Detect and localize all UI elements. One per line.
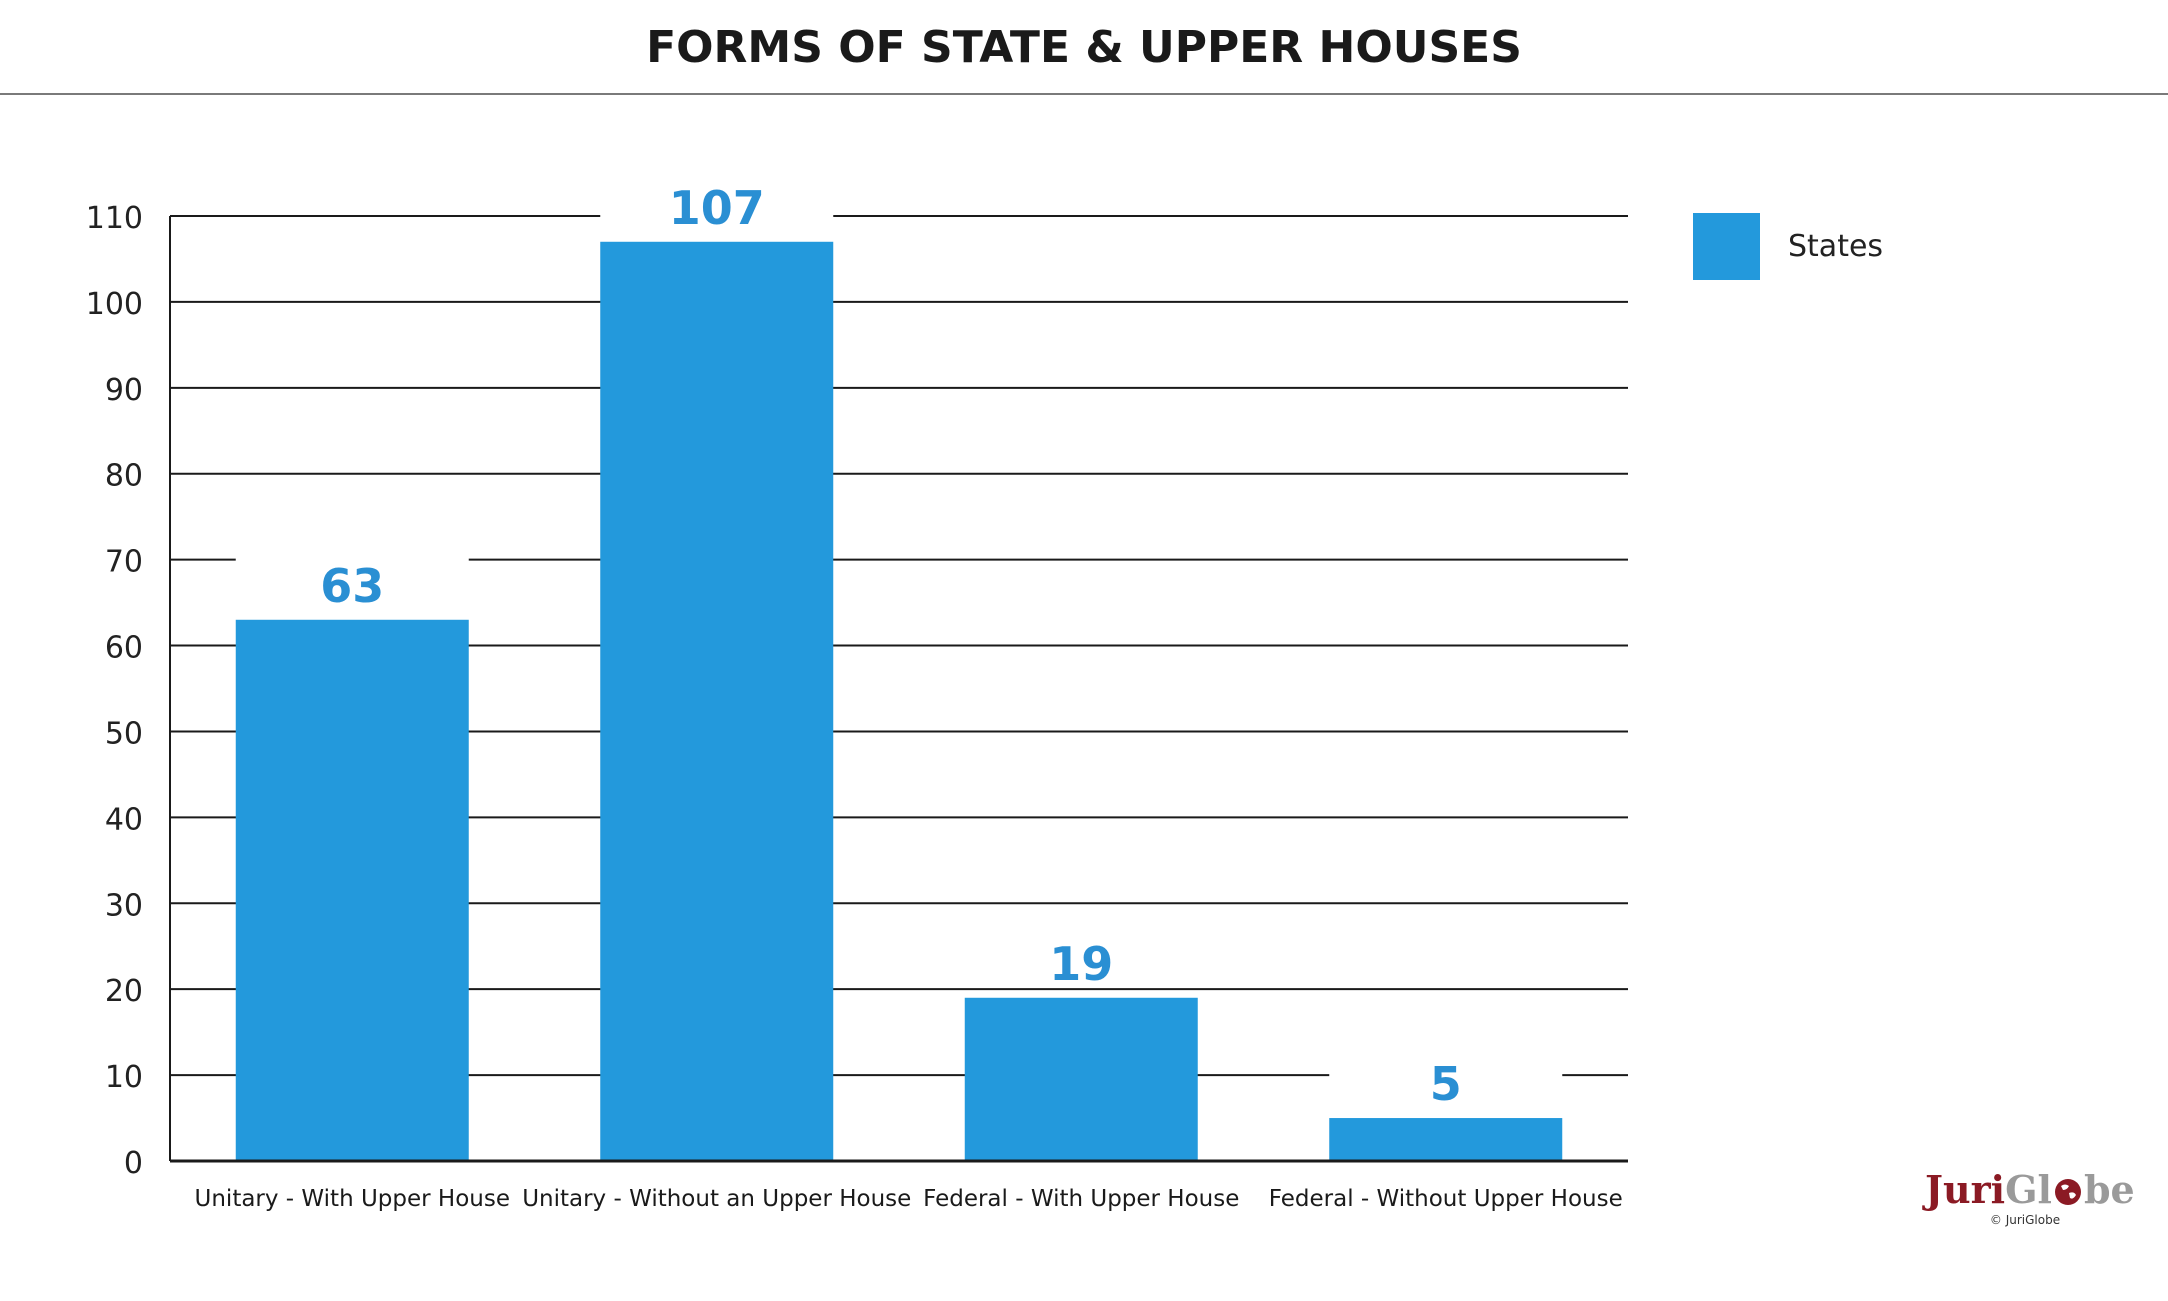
legend: States xyxy=(1693,213,1883,280)
y-tick-label-60: 60 xyxy=(105,631,143,666)
data-label-0: 63 xyxy=(320,559,384,613)
legend-label-states: States xyxy=(1788,229,1884,264)
logo-text-gl: Gl xyxy=(2005,1167,2052,1212)
bar-1 xyxy=(600,241,834,1162)
globe-icon xyxy=(2054,1178,2081,1205)
x-category-label-0: Unitary - With Upper House xyxy=(195,1186,510,1212)
y-tick-label-70: 70 xyxy=(105,545,143,580)
bar-2 xyxy=(964,997,1198,1161)
y-tick-label-40: 40 xyxy=(105,802,143,837)
value-label-background-2 xyxy=(964,935,1198,986)
y-tick-label-100: 100 xyxy=(86,287,143,322)
data-label-3: 5 xyxy=(1430,1057,1462,1111)
data-label-1: 107 xyxy=(669,181,765,235)
logo-wordmark: JuriGl be xyxy=(1925,1167,2135,1212)
title-divider xyxy=(0,93,2168,95)
x-category-label-3: Federal - Without Upper House xyxy=(1269,1186,1623,1212)
bar-0 xyxy=(235,619,469,1161)
y-tick-label-10: 10 xyxy=(105,1060,143,1095)
y-tick-label-0: 0 xyxy=(124,1146,143,1181)
y-tick-label-110: 110 xyxy=(86,201,143,236)
y-tick-label-20: 20 xyxy=(105,974,143,1009)
logo-text-be: be xyxy=(2083,1167,2135,1212)
bar-3 xyxy=(1329,1118,1563,1161)
value-label-background-1 xyxy=(600,179,834,230)
data-label-2: 19 xyxy=(1049,937,1113,991)
x-category-label-2: Federal - With Upper House xyxy=(923,1186,1239,1212)
y-tick-label-90: 90 xyxy=(105,373,143,408)
logo-text-juri: Juri xyxy=(1925,1167,2006,1212)
y-tick-label-50: 50 xyxy=(105,716,143,751)
y-tick-label-80: 80 xyxy=(105,459,143,494)
value-label-background-0 xyxy=(235,557,469,608)
x-category-label-1: Unitary - Without an Upper House xyxy=(522,1186,911,1212)
value-label-background-3 xyxy=(1329,1056,1563,1107)
y-tick-label-30: 30 xyxy=(105,888,143,923)
copyright-notice: © JuriGlobe xyxy=(1989,1212,2061,1227)
legend-swatch-states xyxy=(1693,213,1760,280)
chart-title: FORMS OF STATE & UPPER HOUSES xyxy=(646,22,1522,73)
juriglobe-logo: JuriGl be © JuriGlobe xyxy=(1925,1167,2135,1227)
